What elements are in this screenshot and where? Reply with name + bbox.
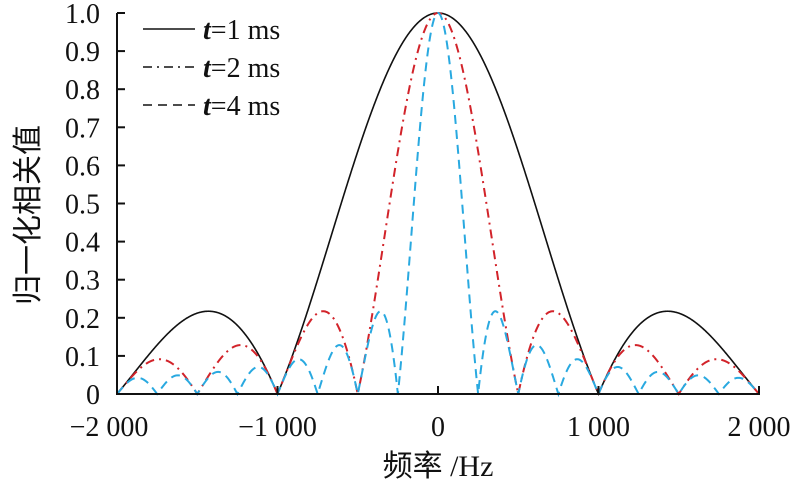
x-tick-label: −1 000: [238, 412, 317, 443]
y-tick-label: 0.6: [65, 151, 100, 182]
legend-item-t4ms: t=4 ms: [143, 91, 280, 122]
y-tick-label: 0.2: [65, 304, 100, 335]
legend-label: t=4 ms: [203, 91, 280, 122]
legend-label: t=2 ms: [203, 53, 280, 84]
legend-item-t1ms: t=1 ms: [143, 15, 280, 46]
x-tick-label: 1 000: [567, 412, 630, 443]
y-tick-label: 0: [86, 380, 100, 411]
y-axis-label: 归一化相关值: [12, 125, 45, 305]
y-tick-label: 0.7: [65, 113, 100, 144]
x-tick-label: 0: [431, 412, 445, 443]
legend-item-t2ms: t=2 ms: [143, 53, 280, 84]
y-tick-label: 0.9: [65, 37, 100, 68]
y-tick-label: 0.3: [65, 266, 100, 297]
y-tick-label: 0.4: [65, 228, 100, 259]
series-line-t4ms: [116, 11, 760, 398]
y-tick-label: 1.0: [65, 0, 100, 30]
y-tick-label: 0.8: [65, 75, 100, 106]
x-axis-label: 频率 /Hz: [383, 450, 494, 483]
legend-label: t=1 ms: [203, 15, 280, 46]
y-tick-label: 0.5: [65, 190, 100, 221]
x-tick-label: 2 000: [728, 412, 791, 443]
x-tick-label: −2 000: [70, 412, 149, 443]
y-tick-label: 0.1: [65, 342, 100, 373]
